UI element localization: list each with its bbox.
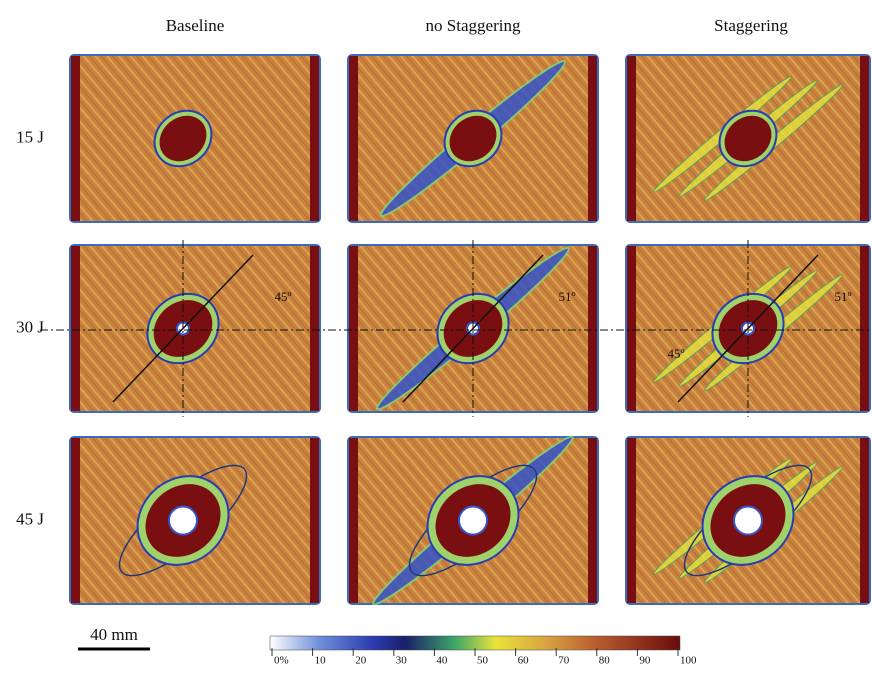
row-label: 15 J [16,127,44,146]
edge-left [71,56,80,221]
edge-right [588,246,597,411]
c-scan-panel [348,429,598,611]
c-scan-panel [348,54,598,224]
angle-annotation: 51º [834,289,851,304]
edge-right [860,56,869,221]
edge-left [71,438,80,603]
c-scan-panel [70,437,320,604]
c-scan-panel [348,240,598,417]
colorbar-label: 30 [396,655,408,667]
edge-right [310,56,319,221]
colorbar-label: 70 [558,655,570,667]
edge-right [860,246,869,411]
impact-hole [459,507,487,535]
c-scan-panel [626,437,870,604]
edge-right [310,438,319,603]
impact-hole [169,507,197,535]
row-label: 45 J [16,509,44,528]
edge-right [860,438,869,603]
edge-left [627,438,636,603]
panels [70,54,870,612]
scale-label: 40 mm [90,625,138,644]
angle-annotation: 45º [274,289,291,304]
c-scan-panel [70,55,320,222]
edge-right [310,246,319,411]
edge-left [71,246,80,411]
column-header: no Staggering [426,16,521,35]
column-header: Baseline [166,16,225,35]
colorbar-label: 40 [436,655,448,667]
angle-annotation: 51º [558,289,575,304]
edge-right [588,438,597,603]
colorbar-label: 60 [518,655,530,667]
colorbar-label: 80 [599,655,611,667]
angle-annotation: 45º [667,346,684,361]
row-label: 30 J [16,317,44,336]
c-scan-panel [626,240,870,417]
edge-left [627,56,636,221]
c-scan-panel [70,240,320,417]
c-scan-panel [626,55,870,222]
edge-left [349,56,358,221]
colorbar-label: 10 [315,655,327,667]
edge-left [627,246,636,411]
colorbar [270,636,680,650]
colorbar-label: 100 [680,655,697,667]
impact-hole [734,507,762,535]
figure: 40 mm Baseline no Staggering Staggering 15 … [0,0,872,671]
colorbar-label: 50 [477,655,489,667]
colorbar-label: 20 [355,655,367,667]
colorbar-label: 0% [274,655,289,667]
edge-left [349,438,358,603]
edge-right [588,56,597,221]
edge-left [349,246,358,411]
scale-bar: 40 mm [78,625,150,649]
colorbar-label: 90 [639,655,651,667]
column-header: Staggering [714,16,788,35]
